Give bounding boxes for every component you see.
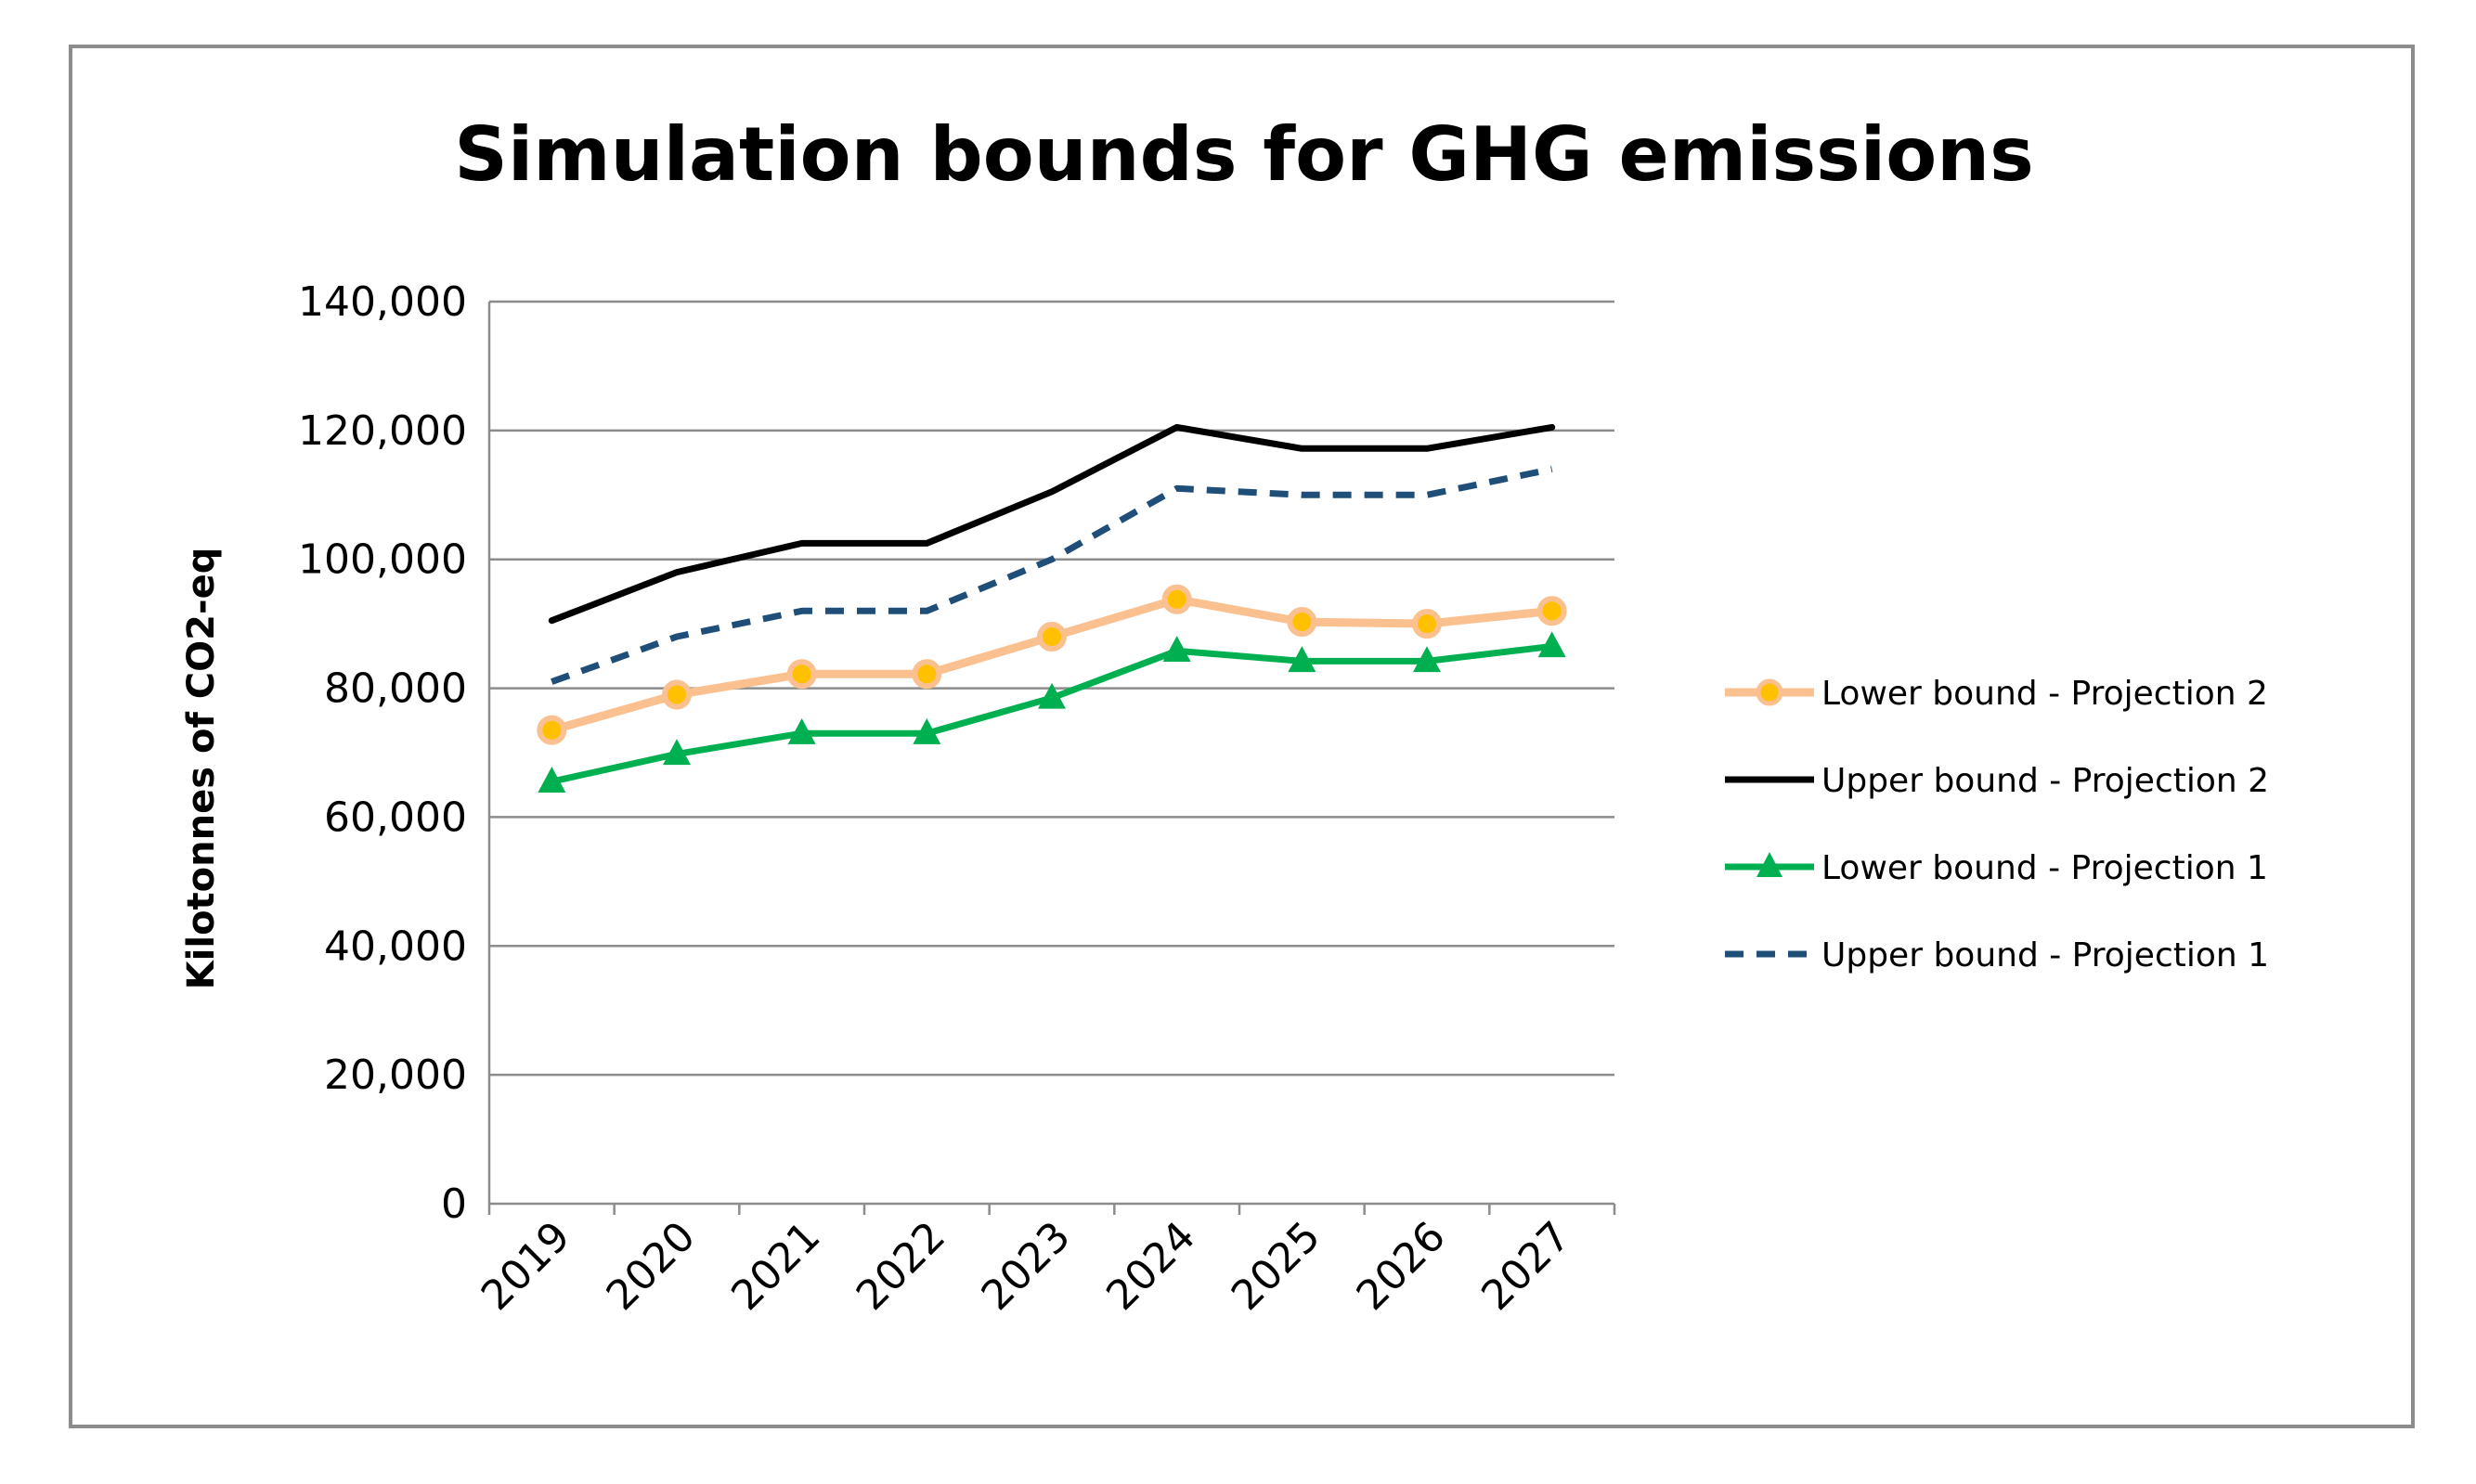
axes: 0 20,000 40,000 60,000 80,000 100,000 120,000 1… [298,278,1616,1320]
data-point [1413,646,1441,673]
legend-item-4: Upper bound - Projection 1 [1725,936,2269,974]
data-point [1288,646,1316,673]
series-1 [537,584,1567,745]
y-tick-label: 40,000 [324,923,467,970]
series-line [548,642,1556,785]
y-tick-label: 80,000 [324,665,467,713]
data-point [786,659,817,690]
legend-marker [1756,678,1783,706]
x-tick-label: 2019 [473,1213,579,1320]
data-point [912,659,942,690]
series-line [551,466,1553,685]
series-3 [538,631,1566,793]
y-tick-label: 20,000 [324,1052,467,1099]
series-2 [548,423,1556,625]
y-tick-label: 140,000 [298,278,467,326]
data-point [1037,622,1067,652]
x-tick-label: 2022 [848,1213,954,1320]
legend-label: Lower bound - Projection 2 [1821,675,2268,713]
chart-frame: Simulation bounds for GHG emissions Kilo… [69,45,2415,1428]
data-point [1162,636,1191,663]
legend-item-3: Lower bound - Projection 1 [1725,849,2268,887]
series-4 [551,466,1553,685]
x-tick-label: 2024 [1097,1213,1204,1320]
data-point [1537,631,1566,658]
chart-title: Simulation bounds for GHG emissions [454,111,2033,198]
y-tick-label: 60,000 [324,794,467,841]
y-axis-title: Kilotonnes of CO2-eq [180,548,223,990]
data-point [662,679,692,710]
x-tick-label: 2026 [1348,1213,1455,1320]
y-tick-label: 0 [441,1181,467,1228]
legend-item-1: Lower bound - Projection 2 [1725,675,2268,713]
data-point [537,715,567,745]
x-tick-label: 2020 [598,1213,705,1320]
legend-label: Lower bound - Projection 1 [1821,849,2268,887]
data-point [1412,609,1442,639]
data-point [1038,682,1066,709]
legend-label: Upper bound - Projection 2 [1821,762,2269,800]
x-tick-label: 2025 [1223,1213,1329,1320]
data-point [913,718,941,744]
data-point [1287,607,1317,638]
data-point [1536,596,1567,626]
legend-label: Upper bound - Projection 1 [1821,936,2269,974]
chart-svg: Simulation bounds for GHG emissions Kilo… [180,111,2269,1320]
legend-marker [1757,852,1782,877]
y-tick-label: 100,000 [298,536,467,584]
series-line [547,595,1557,735]
series-layer [537,423,1567,793]
data-point [787,718,816,744]
y-tick-label: 120,000 [298,407,467,455]
legend-item-2: Upper bound - Projection 2 [1725,762,2269,800]
x-tick-label: 2021 [722,1213,829,1320]
data-point [663,739,691,766]
x-tick-label: 2023 [973,1213,1080,1320]
data-point [1161,584,1192,614]
x-tick-label: 2027 [1472,1213,1579,1320]
series-line [548,423,1556,625]
data-point [538,767,566,793]
legend: Lower bound - Projection 2 Upper bound - … [1725,675,2269,974]
